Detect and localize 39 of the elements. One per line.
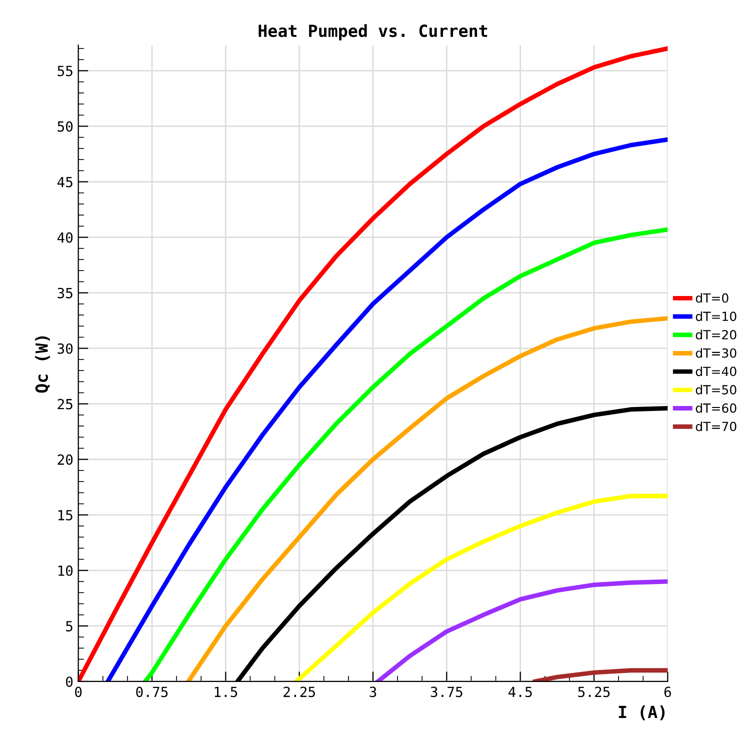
x-axis-title: I (A) [618,705,665,720]
x-tick-label: 3.75 [430,686,462,698]
line-series [106,137,668,682]
x-tick-label: 6 [664,686,671,698]
x-tick-label: 0 [75,686,82,698]
legend-label: dT=20 [696,330,736,340]
legend-label: dT=0 [696,293,728,303]
y-tick-label: 0 [66,676,73,687]
x-tick-label: 4.5 [508,686,532,698]
x-tick-label: 5.25 [578,686,610,698]
y-tick-label: 25 [58,398,72,410]
y-tick-label: 50 [58,121,73,132]
x-tick-label: 1.5 [214,686,238,698]
legend-label: dT=30 [696,348,736,358]
legend-label: dT=50 [696,384,736,394]
line-series [294,494,668,682]
line-series [186,316,668,682]
legend-label: dT=40 [696,366,736,376]
y-tick-label: 15 [58,510,72,520]
x-tick-label: 3 [370,686,376,698]
legend-label: dT=60 [696,403,736,413]
line-series [142,227,668,682]
legend-label: dT=10 [696,311,736,322]
x-tick-label: 0.75 [136,686,168,698]
y-tick-label: 35 [58,288,72,298]
y-tick-label: 55 [58,66,72,76]
y-tick-label: 5 [66,621,72,632]
y-tick-label: 30 [58,343,73,354]
legend-label: dT=70 [696,421,736,432]
line-series [78,46,668,682]
y-tick-label: 45 [57,176,72,188]
y-tick-label: 10 [58,565,73,576]
line-series [532,668,668,682]
y-tick-label: 20 [58,454,73,465]
x-tick-label: 2.25 [284,686,315,698]
line-series [376,579,668,682]
chart-title: Heat Pumped vs. Current [258,24,488,40]
y-tick-label: 40 [57,232,73,243]
y-axis-title: Qc (W) [35,336,50,393]
